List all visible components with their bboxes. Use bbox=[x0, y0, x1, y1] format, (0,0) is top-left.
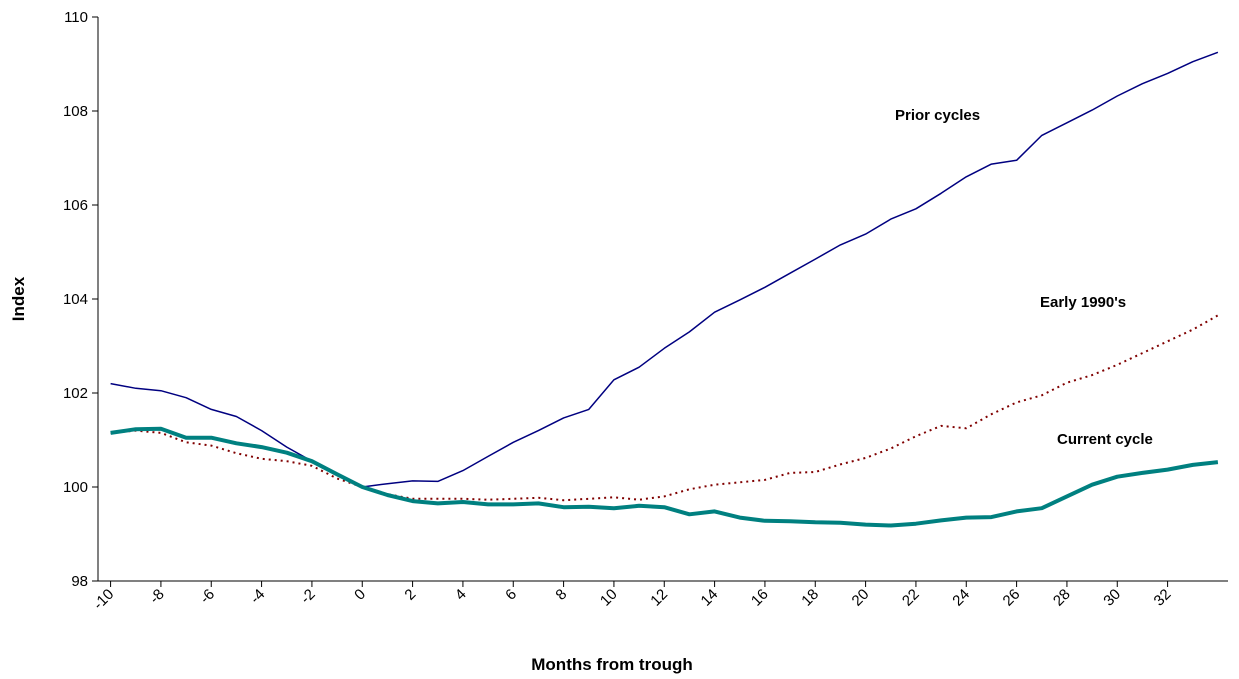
series-label: Prior cycles bbox=[895, 107, 980, 124]
x-tick-label: 28 bbox=[1050, 586, 1074, 610]
x-tick-label: 12 bbox=[647, 586, 671, 610]
y-tick-label: 110 bbox=[64, 9, 88, 26]
y-tick-label: 98 bbox=[71, 573, 88, 590]
x-tick-label: -8 bbox=[146, 586, 167, 607]
y-axis-title: Index bbox=[9, 276, 28, 321]
x-tick-label: -2 bbox=[297, 586, 318, 607]
x-tick-label: 26 bbox=[1000, 586, 1024, 610]
x-tick-label: 18 bbox=[798, 586, 822, 610]
x-tick-label: 8 bbox=[552, 586, 570, 604]
x-tick-label: 6 bbox=[502, 586, 520, 604]
series-line bbox=[110, 314, 1219, 502]
series-line bbox=[110, 426, 1219, 528]
y-tick-label: 100 bbox=[63, 479, 88, 496]
x-tick-label: 24 bbox=[949, 586, 973, 610]
x-axis-title: Months from trough bbox=[531, 655, 692, 674]
series-line bbox=[110, 51, 1219, 488]
x-tick-label: 14 bbox=[698, 586, 722, 610]
x-tick-label: 0 bbox=[351, 586, 369, 604]
x-tick-label: 30 bbox=[1100, 586, 1124, 610]
series-label: Current cycle bbox=[1057, 431, 1153, 448]
x-tick-label: 20 bbox=[849, 586, 873, 610]
x-tick-label: 16 bbox=[748, 586, 772, 610]
x-tick-label: 22 bbox=[899, 586, 923, 610]
x-tick-label: 10 bbox=[597, 586, 621, 610]
x-tick-label: 2 bbox=[401, 586, 419, 604]
x-tick-label: 32 bbox=[1151, 586, 1175, 610]
x-tick-label: -4 bbox=[247, 586, 268, 607]
y-tick-label: 102 bbox=[63, 385, 88, 402]
y-tick-label: 106 bbox=[63, 197, 88, 214]
x-tick-label: -6 bbox=[197, 586, 218, 607]
y-tick-label: 104 bbox=[63, 291, 88, 308]
series-label: Early 1990's bbox=[1040, 294, 1126, 311]
y-tick-label: 108 bbox=[63, 103, 88, 120]
x-tick-label: -10 bbox=[90, 586, 117, 613]
x-tick-label: 4 bbox=[452, 586, 470, 604]
